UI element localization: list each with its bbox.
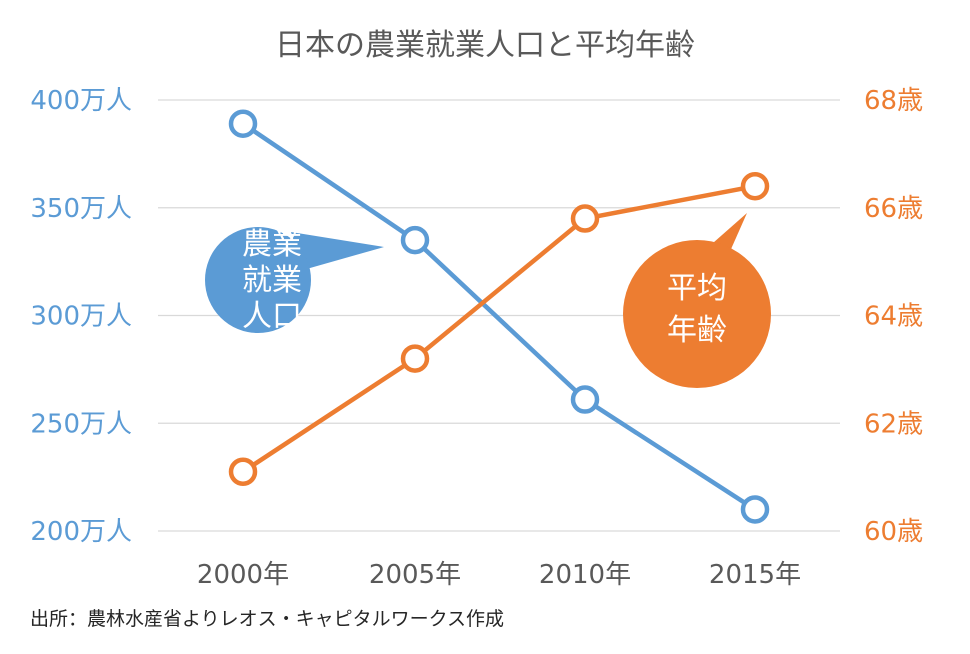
y-axis-left: 200万人 250万人 300万人 350万人 400万人 — [30, 86, 132, 547]
y-left-tick-label: 200万人 — [30, 517, 132, 547]
data-point-1 — [570, 204, 600, 233]
callout-tail-0 — [291, 232, 384, 270]
series-label: 農業 — [242, 227, 302, 262]
data-point-0 — [228, 109, 258, 138]
source-note: 出所：農林水産省よりレオス・キャピタルワークス作成 — [30, 608, 504, 630]
series-label: 就業 — [242, 263, 302, 298]
y-axis-right: 60歳 62歳 64歳 66歳 68歳 — [864, 86, 923, 547]
series-label: 人口 — [242, 299, 302, 334]
y-left-tick-label: 300万人 — [30, 302, 132, 332]
data-point-1 — [400, 344, 430, 373]
x-tick-label: 2005年 — [369, 560, 461, 590]
callouts: 農業就業人口 平均年齢 — [205, 213, 771, 388]
y-right-tick-label: 62歳 — [864, 409, 923, 439]
data-point-1 — [228, 457, 258, 486]
data-point-0 — [740, 495, 770, 524]
y-left-tick-label: 400万人 — [30, 86, 132, 116]
x-tick-label: 2015年 — [709, 560, 801, 590]
y-right-tick-label: 68歳 — [864, 86, 923, 116]
series-label: 平均 — [667, 271, 727, 306]
y-right-tick-label: 60歳 — [864, 517, 923, 547]
data-point-1 — [740, 171, 770, 201]
chart-title: 日本の農業就業人口と平均年齢 — [275, 28, 695, 63]
y-right-tick-label: 64歳 — [864, 302, 923, 332]
series-layer — [228, 109, 770, 524]
callout-bubble-1 — [623, 240, 771, 388]
x-tick-label: 2010年 — [539, 560, 631, 590]
data-point-0 — [400, 225, 430, 255]
data-point-0 — [570, 385, 600, 414]
series-label: 年齢 — [667, 313, 727, 348]
y-right-tick-label: 66歳 — [864, 194, 923, 224]
x-axis: 2000年 2005年 2010年 2015年 — [197, 560, 801, 590]
x-tick-label: 2000年 — [197, 560, 289, 590]
callout-bubble-0 — [205, 227, 311, 333]
y-left-tick-label: 250万人 — [30, 409, 132, 439]
y-left-tick-label: 350万人 — [30, 194, 132, 224]
series-line-0 — [241, 121, 757, 512]
series-line-1 — [241, 183, 756, 474]
